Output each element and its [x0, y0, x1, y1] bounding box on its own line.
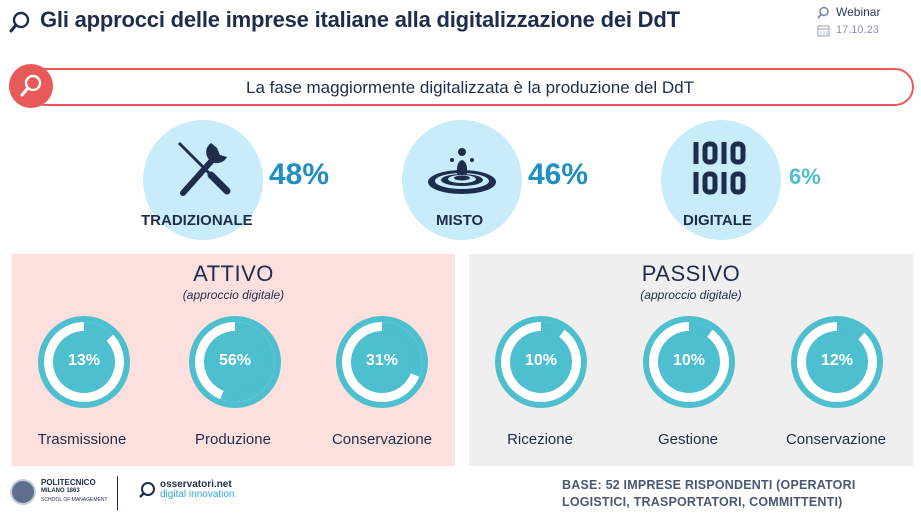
- approach-tradizionale: 48% TRADIZIONALE: [141, 120, 383, 240]
- approach-bubble: [143, 120, 263, 240]
- approach-label: MISTO: [436, 212, 484, 229]
- approach-label: TRADIZIONALE: [141, 212, 253, 229]
- key-finding-banner: La fase maggiormente digitalizzata è la …: [26, 68, 914, 106]
- binary-icon: [683, 136, 759, 200]
- oss-sub: digital innovation: [160, 489, 235, 500]
- event-type: Webinar: [817, 3, 909, 21]
- tools-icon: [165, 136, 241, 200]
- donut-chart: [643, 316, 735, 408]
- donut-label: Conservazione: [331, 431, 433, 448]
- approach-label: DIGITALE: [683, 212, 752, 229]
- donut-core: [204, 331, 266, 393]
- donut-trasmissione: 13%: [36, 314, 132, 410]
- osservatori-logo: osservatori.net digital innovation: [138, 480, 235, 500]
- approach-percent: 6%: [789, 164, 821, 189]
- donut-value: 10%: [524, 352, 558, 369]
- donut-chart: [336, 316, 428, 408]
- approach-digitale: 6% DIGITALE: [661, 120, 901, 240]
- oss-name: osservatori.net: [160, 479, 232, 490]
- donut-chart: [189, 316, 281, 408]
- donut-label: Trasmissione: [37, 431, 127, 448]
- poli-school: SCHOOL OF MANAGEMENT: [41, 497, 108, 503]
- donut-core: [806, 331, 868, 393]
- donut-ricezione: 10%: [493, 314, 589, 410]
- page-title: Gli approcci delle imprese italiane alla…: [40, 7, 680, 32]
- donut-produzione: 56%: [187, 314, 283, 410]
- politecnico-text: POLITECNICO MILANO 1863 SCHOOL OF MANAGE…: [41, 478, 108, 505]
- banner-text: La fase maggiormente digitalizzata è la …: [246, 78, 694, 97]
- event-label: Webinar: [836, 5, 881, 19]
- event-meta: Webinar 17.10.23: [817, 3, 909, 39]
- donut-value: 10%: [672, 352, 706, 369]
- approach-misto: 46% MISTO: [402, 120, 642, 240]
- osservatori-text: osservatori.net digital innovation: [160, 480, 235, 500]
- footer-divider: [117, 476, 118, 510]
- base-line-2: LOGISTICI, TRASPORTATORI, COMMITTENTI): [562, 495, 843, 509]
- event-date-row: 17.10.23: [817, 21, 909, 39]
- donut-core: [351, 331, 413, 393]
- donut-label: Conservazione: [785, 431, 887, 448]
- donut-value: 31%: [365, 352, 399, 369]
- donut-chart: [38, 316, 130, 408]
- base-line-1: BASE: 52 IMPRESE RISPONDENTI (OPERATORI: [562, 478, 856, 492]
- donut-conservazione: 31%: [334, 314, 430, 410]
- donut-core: [53, 331, 115, 393]
- donut-conservazione: 12%: [789, 314, 885, 410]
- event-date: 17.10.23: [836, 24, 879, 36]
- search-small-icon: [817, 6, 829, 19]
- panel-title: PASSIVO: [641, 261, 741, 286]
- donut-gestione: 10%: [641, 314, 737, 410]
- approach-bubble: [661, 120, 781, 240]
- donut-core: [658, 331, 720, 393]
- donut-value: 56%: [218, 352, 252, 369]
- politecnico-logo: POLITECNICO MILANO 1863 SCHOOL OF MANAGE…: [10, 478, 108, 505]
- donut-label: Produzione: [195, 431, 271, 448]
- donut-value: 12%: [820, 352, 854, 369]
- donut-value: 13%: [67, 352, 101, 369]
- water-drop-icon: [424, 136, 500, 200]
- poli-city: MILANO 1863: [41, 488, 80, 494]
- donut-label: Ricezione: [507, 431, 573, 448]
- calendar-icon: [817, 24, 830, 37]
- panel-passivo: PASSIVO (approccio digitale) 10% 10% 12%…: [469, 254, 913, 466]
- osservatori-icon: [139, 482, 155, 498]
- panel-attivo: ATTIVO (approccio digitale) 13% 56% 31% …: [12, 254, 455, 466]
- panel-subtitle: (approccio digitale): [182, 288, 285, 302]
- donut-label: Gestione: [657, 431, 719, 448]
- donut-chart: [495, 316, 587, 408]
- search-icon: [9, 11, 30, 33]
- politecnico-seal: [10, 478, 36, 505]
- panel-title: ATTIVO: [193, 261, 274, 286]
- poli-name: POLITECNICO: [41, 478, 96, 487]
- sample-base-note: BASE: 52 IMPRESE RISPONDENTI (OPERATORI …: [562, 477, 882, 511]
- magnifier-icon: [9, 64, 53, 108]
- approach-percent: 48%: [269, 158, 330, 191]
- donut-core: [510, 331, 572, 393]
- donut-chart: [791, 316, 883, 408]
- approach-percent: 46%: [528, 158, 589, 191]
- panel-subtitle: (approccio digitale): [640, 288, 742, 302]
